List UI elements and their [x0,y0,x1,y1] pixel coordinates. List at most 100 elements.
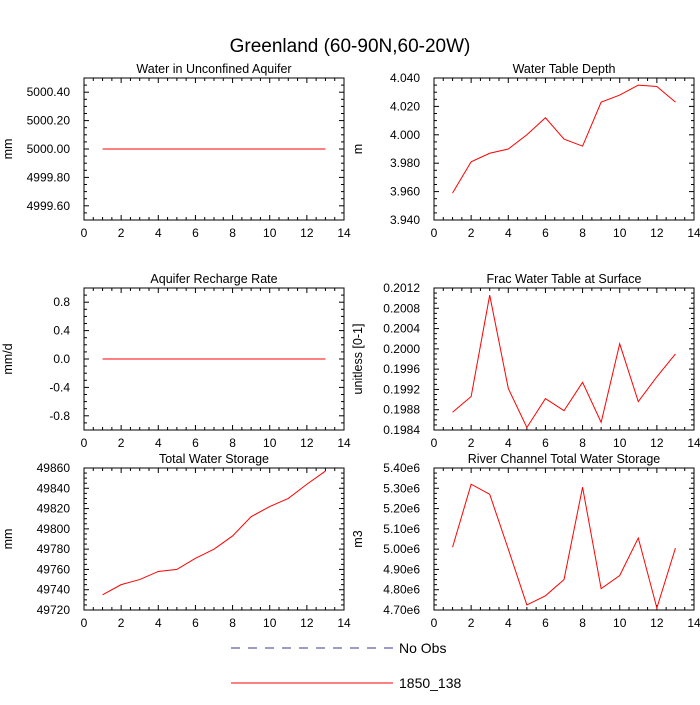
y-tick-label: 0.1996 [383,362,420,376]
x-tick-label: 12 [650,436,664,450]
x-tick-label: 6 [192,436,199,450]
y-tick-label: 4.040 [390,71,420,85]
x-tick-label: 6 [192,616,199,630]
y-axis-label: mm/d [1,343,15,374]
legend: No Obs 1850_138 [231,640,462,691]
panel-title: Aquifer Recharge Rate [150,272,277,286]
panel-title: Frac Water Table at Surface [487,272,642,286]
y-tick-label: 0.2004 [383,322,420,336]
y-tick-label: 5.10e6 [383,522,420,536]
x-tick-label: 14 [337,226,351,240]
x-tick-label: 2 [468,226,475,240]
y-tick-label: 5.20e6 [383,502,420,516]
x-tick-label: 4 [505,226,512,240]
x-tick-label: 12 [300,436,314,450]
panel-title: Total Water Storage [159,452,269,466]
y-tick-label: 0.4 [53,324,70,338]
x-tick-label: 12 [650,226,664,240]
y-tick-label: 0.2012 [383,281,420,295]
y-tick-label: 5000.00 [27,142,71,156]
x-tick-label: 2 [118,436,125,450]
y-tick-label: 3.980 [390,156,420,170]
x-tick-label: 0 [81,226,88,240]
y-axis-label: unitless [0-1] [351,324,365,395]
y-tick-label: 0.1992 [383,382,420,396]
y-tick-label: 0.2008 [383,301,420,315]
y-tick-label: 49780 [37,542,71,556]
y-tick-label: 3.940 [390,213,420,227]
x-tick-label: 4 [505,436,512,450]
legend-label-no-obs: No Obs [399,640,446,656]
y-tick-label: 4999.60 [27,199,71,213]
panel-title: Water in Unconfined Aquifer [136,62,291,76]
x-tick-label: 2 [468,436,475,450]
x-tick-label: 14 [687,226,700,240]
figure-title: Greenland (60-90N,60-20W) [230,36,471,57]
x-tick-label: 0 [431,436,438,450]
y-tick-label: 0.8 [53,295,70,309]
plot-frame [434,288,694,430]
x-tick-label: 14 [687,616,700,630]
series-line-1850_138 [103,471,326,595]
y-axis-label: mm [1,139,15,160]
x-tick-label: 4 [155,436,162,450]
x-tick-label: 14 [337,616,351,630]
x-tick-label: 6 [542,616,549,630]
x-tick-label: 12 [650,616,664,630]
x-tick-label: 6 [192,226,199,240]
y-tick-label: -0.8 [49,409,70,423]
y-tick-label: 4.90e6 [383,562,420,576]
y-tick-label: 5.40e6 [383,461,420,475]
y-tick-label: 4.020 [390,99,420,113]
x-tick-label: 8 [579,436,586,450]
y-tick-label: 5.00e6 [383,542,420,556]
plot-frame [434,78,694,220]
y-tick-label: 49740 [37,583,71,597]
plot-frame [84,468,344,610]
x-tick-label: 0 [431,616,438,630]
y-tick-label: 0.0 [53,352,70,366]
x-tick-label: 12 [300,616,314,630]
y-tick-label: 5000.40 [27,85,71,99]
plot-frame [434,468,694,610]
x-tick-label: 8 [229,226,236,240]
x-tick-label: 8 [579,616,586,630]
y-tick-label: 4.70e6 [383,603,420,617]
x-tick-label: 2 [118,226,125,240]
x-tick-label: 6 [542,436,549,450]
y-axis-label: m3 [351,530,365,547]
y-axis-label: m [351,144,365,154]
y-tick-label: 0.1988 [383,403,420,417]
y-tick-label: 3.960 [390,185,420,199]
x-tick-label: 12 [300,226,314,240]
y-tick-label: 4.000 [390,128,420,142]
y-tick-label: 0.2000 [383,342,420,356]
series-line-1850_138 [453,295,676,427]
y-tick-label: 49820 [37,502,71,516]
panels: Water in Unconfined Aquifer 0 2 4 6 8 10 12 14 49… [1,62,700,630]
x-tick-label: 10 [263,616,277,630]
y-tick-label: 4999.80 [27,170,71,184]
x-tick-label: 2 [468,616,475,630]
x-tick-label: 4 [505,616,512,630]
x-tick-label: 4 [155,616,162,630]
y-axis-label: mm [1,529,15,550]
x-tick-label: 14 [337,436,351,450]
x-tick-label: 8 [579,226,586,240]
y-tick-label: 5000.20 [27,114,71,128]
x-tick-label: 10 [263,436,277,450]
x-tick-label: 2 [118,616,125,630]
y-tick-label: 49720 [37,603,71,617]
x-tick-label: 10 [613,226,627,240]
y-tick-label: 49840 [37,481,71,495]
x-tick-label: 14 [687,436,700,450]
x-tick-label: 4 [155,226,162,240]
y-tick-label: 0.1984 [383,423,420,437]
x-tick-label: 10 [613,616,627,630]
